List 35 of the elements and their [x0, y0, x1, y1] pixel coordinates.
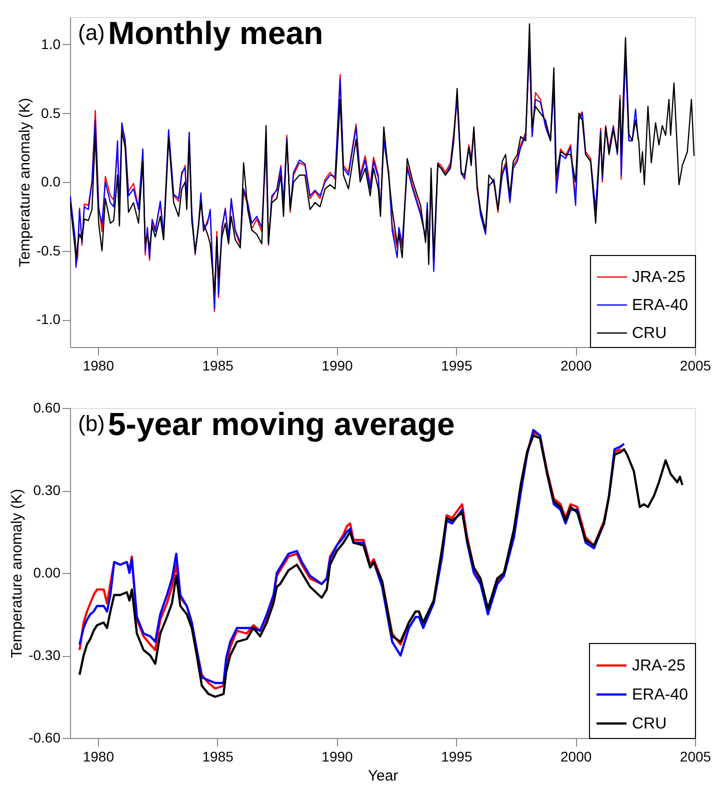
- x-axis-title: Year: [368, 768, 398, 784]
- x-tick-label: 2000: [560, 748, 592, 764]
- y-tick-label: 0.30: [33, 482, 61, 498]
- x-tick-label: 2005: [680, 748, 712, 764]
- y-tick-label: -0.30: [28, 647, 61, 663]
- y-tick-label: 0.60: [33, 400, 61, 416]
- y-tick-label: -1.0: [36, 311, 61, 327]
- legend-label: JRA-25: [632, 269, 686, 286]
- x-tick-label: 1990: [322, 358, 354, 374]
- y-tick-label: 0.5: [41, 104, 61, 121]
- y-tick-label: -0.5: [36, 242, 61, 258]
- legend-label: CRU: [632, 325, 667, 342]
- x-tick-label: 1980: [82, 748, 114, 764]
- y-tick-label: 0.00: [33, 564, 61, 580]
- y-axis-title: Temperature anomaly (K): [16, 98, 34, 268]
- y-tick-label: -0.60: [28, 730, 61, 746]
- x-tick-label: 1995: [441, 748, 472, 764]
- x-tick-label: 1980: [82, 358, 114, 374]
- x-tick-label: 1990: [322, 748, 354, 764]
- y-tick-label: 1.0: [41, 36, 61, 52]
- annotation: (b): [78, 411, 105, 436]
- chart-title: 5-year moving average: [108, 406, 455, 442]
- annotation: (a): [78, 20, 105, 45]
- y-tick-label: 0.0: [41, 174, 61, 190]
- legend-label: CRU: [632, 716, 667, 732]
- legend-label: ERA-40: [632, 686, 688, 704]
- chart-title: Monthly mean: [108, 15, 324, 51]
- y-axis-title: Temperature anomaly (K): [8, 488, 26, 658]
- legend-label: JRA-25: [632, 658, 686, 674]
- x-tick-label: 1985: [202, 358, 234, 374]
- x-tick-label: 1985: [202, 748, 234, 764]
- legend-label: ERA-40: [632, 297, 688, 314]
- x-tick-label: 2000: [560, 358, 592, 374]
- x-tick-label: 1995: [441, 358, 472, 374]
- x-tick-label: 2005: [680, 358, 712, 374]
